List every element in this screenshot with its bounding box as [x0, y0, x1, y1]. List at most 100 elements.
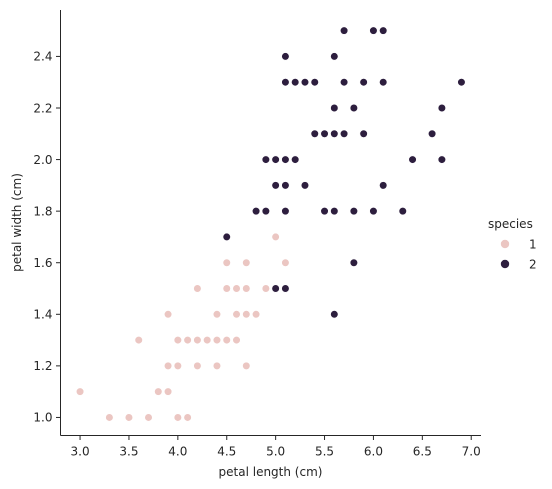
data-point-series-1 [212, 310, 222, 319]
data-point-series-2 [359, 129, 368, 138]
data-point-series-2 [222, 232, 231, 242]
data-point-series-2 [437, 103, 446, 113]
data-point-series-1 [222, 335, 231, 345]
y-tick-label: 1.0 [33, 411, 52, 425]
data-point-series-1 [163, 387, 173, 396]
data-point-series-1 [173, 361, 182, 370]
data-point-series-1 [281, 258, 290, 267]
data-point-series-2 [457, 78, 466, 87]
data-point-series-2 [281, 181, 290, 190]
data-point-series-2 [330, 103, 339, 113]
data-point-series-1 [183, 413, 192, 422]
data-point-series-1 [242, 258, 251, 267]
data-point-series-2 [320, 129, 329, 138]
data-point-series-2 [437, 155, 446, 164]
x-tick-label: 4.0 [168, 445, 187, 459]
data-point-series-1 [261, 284, 270, 293]
legend-label: 2 [529, 257, 537, 271]
y-tick-label: 2.4 [33, 50, 52, 64]
legend: species 1 2 [488, 217, 537, 271]
data-point-series-1 [193, 335, 202, 345]
x-tick-label: 7.0 [462, 445, 481, 459]
data-point-series-1 [232, 284, 241, 293]
data-point-series-2 [281, 78, 290, 87]
y-tick-label: 2.2 [33, 101, 52, 115]
x-tick-label: 6.5 [413, 445, 432, 459]
data-point-series-1 [75, 387, 85, 396]
data-point-series-1 [144, 413, 153, 422]
x-ticks: 3.0 3.5 4.0 4.5 5.0 5.5 6.0 6.5 7.0 [71, 435, 481, 459]
legend-marker [500, 259, 510, 269]
data-point-series-1 [173, 335, 182, 345]
data-point-series-1 [212, 335, 222, 345]
data-point-series-2 [359, 78, 368, 87]
data-point-series-2 [379, 181, 388, 190]
data-point-series-1 [134, 335, 143, 345]
data-point-series-2 [320, 207, 329, 216]
data-point-series-2 [349, 103, 358, 113]
data-point-series-1 [183, 335, 192, 345]
data-point-series-2 [339, 129, 349, 138]
x-tick-label: 3.5 [119, 445, 138, 459]
x-tick-label: 5.0 [266, 445, 285, 459]
data-point-series-2 [339, 26, 349, 35]
data-point-series-1 [124, 413, 134, 422]
data-point-series-1 [242, 361, 251, 370]
data-point-series-1 [193, 284, 202, 293]
x-tick-label: 4.5 [217, 445, 236, 459]
data-point-series-1 [193, 361, 202, 370]
data-point-series-2 [398, 207, 407, 216]
data-point-series-2 [349, 207, 358, 216]
points-layer [75, 26, 466, 422]
data-point-series-2 [339, 78, 349, 87]
data-point-series-2 [369, 26, 378, 35]
data-point-series-1 [222, 284, 231, 293]
data-point-series-1 [242, 310, 251, 319]
data-point-series-2 [310, 129, 319, 138]
data-point-series-1 [232, 335, 241, 345]
data-point-series-2 [271, 284, 280, 293]
data-point-series-2 [330, 207, 339, 216]
data-point-series-2 [281, 52, 290, 61]
y-axis-label: petal width (cm) [10, 173, 24, 272]
data-point-series-2 [281, 155, 290, 164]
y-tick-label: 1.8 [33, 204, 52, 218]
y-tick-label: 1.2 [33, 359, 52, 373]
legend-label: 1 [529, 237, 537, 251]
data-point-series-1 [203, 335, 212, 345]
data-point-series-2 [281, 207, 290, 216]
data-point-series-1 [212, 361, 222, 370]
data-point-series-1 [154, 387, 163, 396]
data-point-series-1 [232, 310, 241, 319]
data-point-series-2 [408, 155, 417, 164]
data-point-series-1 [271, 232, 280, 242]
data-point-series-2 [369, 207, 378, 216]
data-point-series-2 [281, 284, 290, 293]
y-ticks: 1.0 1.2 1.4 1.6 1.8 2.0 2.2 2.4 [33, 50, 61, 425]
data-point-series-1 [163, 310, 173, 319]
data-point-series-1 [251, 310, 261, 319]
data-point-series-2 [251, 207, 261, 216]
x-tick-label: 3.0 [71, 445, 90, 459]
data-point-series-2 [261, 155, 270, 164]
data-point-series-2 [261, 207, 270, 216]
data-point-series-2 [300, 78, 310, 87]
data-point-series-2 [271, 155, 280, 164]
data-point-series-1 [105, 413, 114, 422]
data-point-series-2 [291, 155, 300, 164]
data-point-series-2 [310, 78, 319, 87]
data-point-series-2 [300, 181, 310, 190]
legend-title: species [488, 217, 533, 231]
data-point-series-2 [349, 258, 358, 267]
data-point-series-2 [330, 129, 339, 138]
data-point-series-1 [222, 258, 231, 267]
data-point-series-1 [242, 284, 251, 293]
y-tick-label: 2.0 [33, 153, 52, 167]
data-point-series-1 [163, 361, 173, 370]
data-point-series-2 [291, 78, 300, 87]
data-point-series-2 [271, 181, 280, 190]
y-tick-label: 1.6 [33, 256, 52, 270]
y-tick-label: 1.4 [33, 308, 52, 322]
x-tick-label: 5.5 [315, 445, 334, 459]
